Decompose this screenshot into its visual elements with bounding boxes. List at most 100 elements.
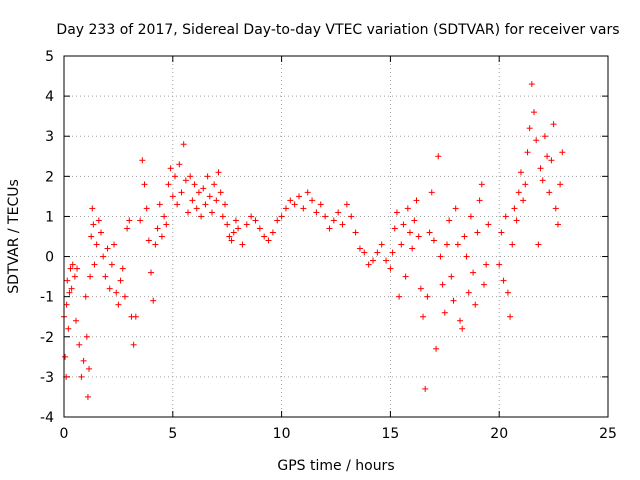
data-point — [524, 149, 531, 156]
data-point — [550, 121, 557, 128]
data-point — [326, 225, 333, 232]
data-point — [84, 393, 91, 400]
data-point — [448, 273, 455, 280]
data-point — [517, 169, 524, 176]
data-point — [211, 181, 218, 188]
data-point — [330, 217, 337, 224]
data-point — [339, 221, 346, 228]
data-point — [189, 197, 196, 204]
x-tick-label: 15 — [381, 426, 399, 442]
data-point — [269, 229, 276, 236]
data-point — [398, 241, 405, 248]
data-point — [239, 241, 246, 248]
data-point — [115, 301, 122, 308]
x-axis-label: GPS time / hours — [277, 458, 394, 474]
data-point — [215, 169, 222, 176]
data-point — [97, 229, 104, 236]
y-tick-label: -3 — [40, 370, 54, 386]
data-point — [465, 289, 472, 296]
data-point — [68, 285, 75, 292]
data-point — [472, 301, 479, 308]
data-point — [480, 281, 487, 288]
y-tick-label: 3 — [45, 129, 54, 145]
data-point — [533, 137, 540, 144]
data-point — [557, 181, 564, 188]
x-tick-label: 5 — [168, 426, 177, 442]
data-point — [389, 249, 396, 256]
data-point — [420, 313, 427, 320]
data-point — [163, 221, 170, 228]
data-point — [248, 213, 255, 220]
data-point — [476, 197, 483, 204]
data-point — [554, 221, 561, 228]
x-tick-label: 0 — [60, 426, 69, 442]
data-point — [356, 245, 363, 252]
data-point — [452, 205, 459, 212]
data-point — [171, 173, 178, 180]
data-point — [485, 221, 492, 228]
data-point — [546, 189, 553, 196]
data-point — [539, 177, 546, 184]
data-point — [72, 317, 79, 324]
gridlines — [64, 56, 608, 417]
data-point — [117, 277, 124, 284]
data-point — [178, 189, 185, 196]
data-point — [143, 205, 150, 212]
data-point — [413, 197, 420, 204]
data-point — [111, 241, 118, 248]
data-point — [422, 385, 429, 392]
data-point — [502, 213, 509, 220]
data-point — [121, 293, 128, 300]
data-point — [83, 333, 90, 340]
data-point — [152, 241, 159, 248]
data-point — [208, 209, 215, 216]
data-point — [439, 281, 446, 288]
y-tick-label: 2 — [45, 169, 54, 185]
data-point — [531, 109, 538, 116]
data-point — [82, 293, 89, 300]
data-point — [148, 269, 155, 276]
data-point — [93, 241, 100, 248]
data-point — [474, 229, 481, 236]
data-point — [89, 205, 96, 212]
x-tick-label: 25 — [599, 426, 617, 442]
data-point — [230, 229, 237, 236]
data-point — [187, 173, 194, 180]
data-point — [91, 261, 98, 268]
data-point — [191, 181, 198, 188]
data-point — [113, 289, 120, 296]
data-point — [185, 209, 192, 216]
data-point — [417, 285, 424, 292]
x-tick-label: 10 — [273, 426, 291, 442]
data-point — [513, 217, 520, 224]
data-point — [378, 241, 385, 248]
data-point — [156, 201, 163, 208]
data-point — [498, 229, 505, 236]
data-point — [195, 189, 202, 196]
data-point — [232, 217, 239, 224]
data-point — [63, 301, 70, 308]
data-point — [441, 309, 448, 316]
data-point — [202, 201, 209, 208]
y-tick-label: -2 — [40, 330, 54, 346]
data-point — [535, 241, 542, 248]
data-point — [457, 317, 464, 324]
data-point — [154, 225, 161, 232]
data-point — [411, 217, 418, 224]
data-point — [193, 205, 200, 212]
data-point — [507, 313, 514, 320]
data-point — [287, 197, 294, 204]
data-point — [428, 189, 435, 196]
y-tick-label: 5 — [45, 49, 54, 65]
data-point — [450, 297, 457, 304]
data-point — [391, 225, 398, 232]
data-point — [396, 293, 403, 300]
data-point — [213, 197, 220, 204]
data-point — [174, 201, 181, 208]
data-point — [161, 213, 168, 220]
data-point — [291, 201, 298, 208]
data-point — [511, 205, 518, 212]
data-point — [158, 233, 165, 240]
data-point — [204, 173, 211, 180]
